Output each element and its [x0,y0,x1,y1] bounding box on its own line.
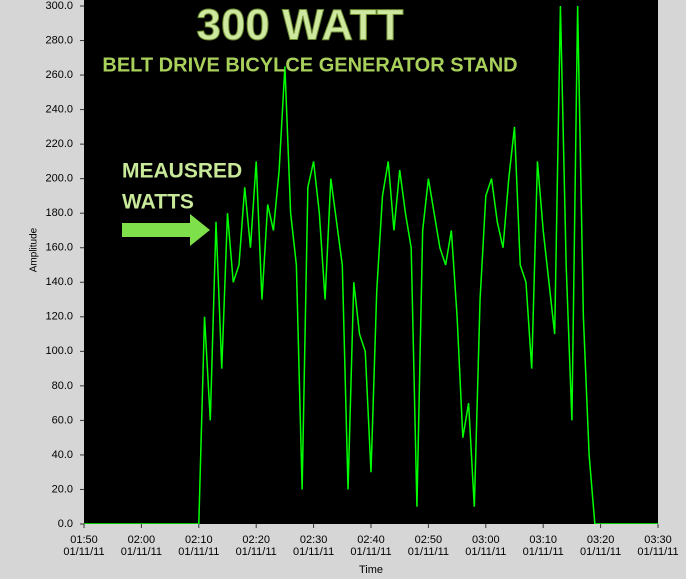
y-tick-label: 120.0 [45,311,73,323]
plot-area [84,0,658,524]
x-tick-label: 02:10 01/11/11 [178,534,219,558]
x-tick-label: 03:30 01/11/11 [637,534,678,558]
x-tick-label: 02:00 01/11/11 [121,534,162,558]
y-tick-label: 160.0 [45,242,73,254]
annotation-arrow [122,214,210,246]
y-tick-label: 180.0 [45,207,73,219]
y-tick-label: 100.0 [45,345,73,357]
x-tick-label: 03:20 01/11/11 [580,534,621,558]
x-tick-label: 03:00 01/11/11 [465,534,506,558]
x-axis-label: Time [359,564,383,576]
y-tick-label: 40.0 [52,449,73,461]
x-tick-label: 03:10 01/11/11 [523,534,564,558]
y-tick-label: 220.0 [45,138,73,150]
chart-subtitle: BELT DRIVE BICYLCE GENERATOR STAND [102,54,517,76]
y-tick-label: 300.0 [45,0,73,12]
x-tick-label: 01:50 01/11/11 [63,534,104,558]
annotation: WATTS [122,191,194,214]
y-tick-label: 80.0 [52,380,73,392]
annotation: MEAUSRED [122,160,242,183]
y-tick-label: 140.0 [45,276,73,288]
line [84,5,658,524]
y-tick-label: 20.0 [52,483,73,495]
x-tick-label: 02:30 01/11/11 [293,534,334,558]
y-tick-label: 200.0 [45,173,73,185]
y-axis-label: Amplitude [29,227,40,272]
x-tick-label: 02:20 01/11/11 [236,534,277,558]
y-tick-label: 0.0 [58,518,73,530]
y-tick-label: 260.0 [45,69,73,81]
y-tick-label: 240.0 [45,104,73,116]
y-tick-label: 60.0 [52,414,73,426]
y-tick-label: 280.0 [45,34,73,46]
x-tick-label: 02:40 01/11/11 [350,534,391,558]
x-tick-label: 02:50 01/11/11 [408,534,449,558]
chart-title: 300 WATT [196,1,403,50]
